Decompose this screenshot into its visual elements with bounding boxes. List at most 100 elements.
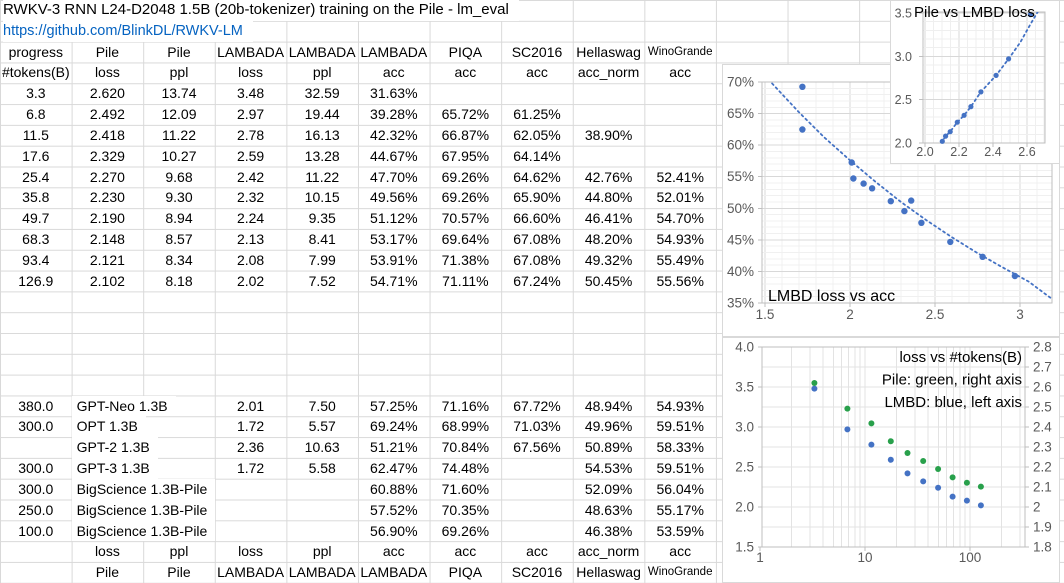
model-name-cell[interactable]: BigScience 1.3B-Pile: [71, 520, 216, 542]
sheet-cell[interactable]: LAMBADA: [360, 564, 428, 581]
sheet-cell[interactable]: acc: [669, 64, 692, 81]
sheet-cell[interactable]: 5.57: [308, 418, 336, 435]
sheet-cell[interactable]: 58.33%: [656, 439, 704, 456]
sheet-cell[interactable]: 49.96%: [584, 418, 633, 435]
sheet-cell[interactable]: 53.91%: [370, 251, 418, 268]
sheet-cell[interactable]: 8.34: [165, 251, 193, 268]
sheet-cell[interactable]: ppl: [169, 543, 189, 560]
sheet-cell[interactable]: LAMBADA: [217, 43, 285, 60]
sheet-cell[interactable]: 55.17%: [656, 501, 704, 518]
sheet-cell[interactable]: 48.94%: [584, 397, 633, 414]
sheet-cell[interactable]: 10.27: [161, 147, 197, 164]
sheet-cell[interactable]: ppl: [312, 543, 332, 560]
sheet-cell[interactable]: 68.3: [22, 231, 50, 248]
sheet-cell[interactable]: 51.21%: [370, 439, 418, 456]
sheet-cell[interactable]: 68.99%: [441, 418, 490, 435]
sheet-cell[interactable]: 74.48%: [441, 460, 490, 477]
sheet-cell[interactable]: 2.42: [236, 168, 265, 185]
sheet-cell[interactable]: 56.04%: [656, 480, 704, 497]
sheet-cell[interactable]: 64.14%: [513, 147, 561, 164]
sheet-cell[interactable]: 13.74: [161, 85, 197, 102]
sheet-cell[interactable]: Hellaswag: [576, 43, 641, 60]
sheet-cell[interactable]: 65.72%: [441, 106, 490, 123]
model-name-cell[interactable]: GPT-3 1.3B: [71, 458, 158, 479]
sheet-cell[interactable]: 66.60%: [513, 210, 561, 227]
chart-pile-vs-lmbd-loss[interactable]: 2.0 2.2 2.4 2.6 2.0 2.5 3.0 3.5 Pile vs LMBD los…: [890, 0, 1060, 164]
sheet-cell[interactable]: LAMBADA: [360, 43, 428, 60]
sheet-cell[interactable]: 49.7: [22, 210, 50, 227]
sheet-cell[interactable]: 52.09%: [584, 480, 633, 497]
sheet-cell[interactable]: 380.0: [18, 397, 54, 414]
sheet-cell[interactable]: 71.16%: [441, 397, 490, 414]
sheet-cell[interactable]: 300.0: [18, 418, 54, 435]
sheet-cell[interactable]: 42.76%: [584, 168, 633, 185]
sheet-cell[interactable]: acc: [526, 64, 548, 81]
sheet-cell[interactable]: LAMBADA: [288, 564, 356, 581]
sheet-cell[interactable]: acc: [382, 543, 405, 560]
sheet-cell[interactable]: 52.41%: [656, 168, 704, 185]
sheet-cell[interactable]: 51.12%: [370, 210, 418, 227]
sheet-cell[interactable]: 2.492: [89, 106, 125, 123]
sheet-cell[interactable]: 50.45%: [584, 272, 633, 289]
sheet-cell[interactable]: 2.13: [236, 231, 265, 248]
sheet-cell[interactable]: 48.63%: [584, 501, 633, 518]
sheet-cell[interactable]: 71.38%: [441, 251, 490, 268]
sheet-cell[interactable]: progress: [8, 43, 64, 60]
sheet-cell[interactable]: 300.0: [18, 460, 54, 477]
model-name-cell[interactable]: OPT 1.3B: [71, 416, 146, 438]
sheet-cell[interactable]: 6.8: [26, 106, 46, 123]
sheet-cell[interactable]: acc: [669, 543, 692, 560]
sheet-cell[interactable]: 250.0: [18, 501, 54, 518]
sheet-cell[interactable]: 9.30: [165, 189, 193, 206]
sheet-cell[interactable]: loss: [94, 543, 120, 560]
sheet-cell[interactable]: 2.418: [89, 126, 125, 143]
sheet-cell[interactable]: 54.71%: [370, 272, 418, 289]
sheet-cell[interactable]: 69.26%: [441, 189, 490, 206]
sheet-cell[interactable]: loss: [238, 64, 264, 81]
sheet-cell[interactable]: 67.24%: [513, 272, 561, 289]
sheet-cell[interactable]: 2.02: [236, 272, 265, 289]
sheet-cell[interactable]: Pile: [95, 564, 120, 581]
github-link[interactable]: https://github.com/BlinkDL/RWKV-LM: [3, 20, 253, 42]
sheet-cell[interactable]: 8.41: [308, 231, 336, 248]
sheet-cell[interactable]: 3.3: [26, 85, 46, 102]
sheet-cell[interactable]: 64.62%: [513, 168, 561, 185]
sheet-cell[interactable]: 7.99: [308, 251, 336, 268]
sheet-cell[interactable]: 11.5: [22, 126, 49, 143]
sheet-cell[interactable]: PIQA: [448, 564, 483, 581]
sheet-cell[interactable]: 2.230: [89, 189, 125, 206]
sheet-cell[interactable]: 59.51%: [656, 460, 704, 477]
sheet-cell[interactable]: 67.56%: [513, 439, 561, 456]
sheet-cell[interactable]: 2.78: [236, 126, 265, 143]
sheet-cell[interactable]: Hellaswag: [576, 564, 641, 581]
sheet-cell[interactable]: 38.90%: [584, 126, 633, 143]
sheet-cell[interactable]: 2.148: [89, 231, 125, 248]
sheet-cell[interactable]: ppl: [312, 64, 332, 81]
sheet-cell[interactable]: 10.63: [304, 439, 340, 456]
sheet-cell[interactable]: 2.36: [236, 439, 265, 456]
sheet-cell[interactable]: 2.24: [236, 210, 265, 227]
sheet-cell[interactable]: 8.18: [165, 272, 193, 289]
sheet-cell[interactable]: loss: [238, 543, 264, 560]
chart-loss-vs-tokens[interactable]: 1 10 100 4.0 3.5 3.0 2.5 2.0 1.5 2.8 2.7 2.6 2.5 2.4 2…: [722, 337, 1060, 583]
sheet-cell[interactable]: 2.329: [89, 147, 125, 164]
sheet-cell[interactable]: 25.4: [22, 168, 50, 185]
sheet-cell[interactable]: 69.64%: [441, 231, 490, 248]
sheet-cell[interactable]: 62.05%: [513, 126, 561, 143]
sheet-cell[interactable]: 57.25%: [370, 397, 418, 414]
sheet-cell[interactable]: 53.17%: [370, 231, 418, 248]
sheet-cell[interactable]: Pile: [167, 564, 191, 581]
sheet-cell[interactable]: 8.57: [165, 231, 193, 248]
sheet-cell[interactable]: 16.13: [304, 126, 340, 143]
sheet-cell[interactable]: 70.35%: [441, 501, 490, 518]
sheet-cell[interactable]: 60.88%: [370, 480, 418, 497]
model-name-cell[interactable]: GPT-Neo 1.3B: [71, 395, 176, 417]
sheet-cell[interactable]: 65.90%: [513, 189, 561, 206]
model-name-cell[interactable]: BigScience 1.3B-Pile: [71, 478, 216, 500]
sheet-cell[interactable]: 93.4: [22, 251, 50, 268]
sheet-cell[interactable]: 17.6: [22, 147, 50, 164]
sheet-cell[interactable]: 46.38%: [584, 522, 633, 539]
sheet-cell[interactable]: 2.121: [89, 251, 125, 268]
sheet-cell[interactable]: acc_norm: [577, 64, 640, 81]
sheet-cell[interactable]: 7.50: [308, 397, 336, 414]
